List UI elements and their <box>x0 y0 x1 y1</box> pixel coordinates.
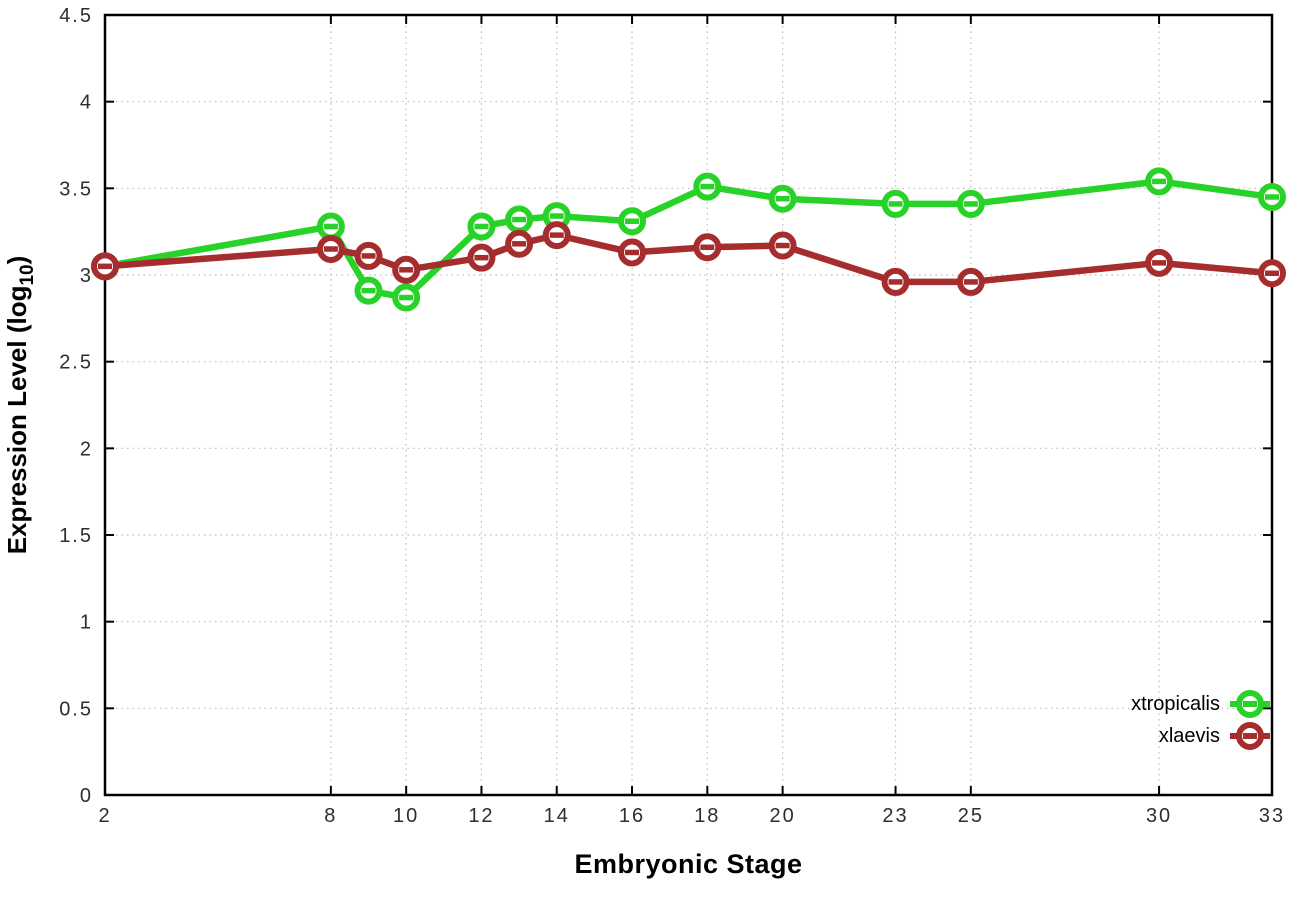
x-tick-label: 12 <box>468 805 494 827</box>
y-tick-label: 3.5 <box>59 178 93 200</box>
x-tick-label: 20 <box>769 805 795 827</box>
y-tick-label: 0.5 <box>59 698 93 720</box>
legend-circle-marker <box>1236 690 1264 718</box>
legend-line-marker-icon <box>1230 722 1270 750</box>
y-tick-label: 2 <box>80 438 93 460</box>
y-tick-label: 4.5 <box>59 5 93 27</box>
x-tick-label: 23 <box>882 805 908 827</box>
x-tick-label: 10 <box>393 805 419 827</box>
series-line-xtropicalis <box>101 178 1276 301</box>
legend-marker-bar <box>1243 701 1257 707</box>
x-tick-label: 8 <box>324 805 337 827</box>
y-tick-label: 0 <box>80 785 93 807</box>
x-tick-label: 16 <box>619 805 645 827</box>
y-tick-label: 1 <box>80 612 93 634</box>
y-tick-label: 4 <box>80 92 93 114</box>
y-tick-label: 1.5 <box>59 525 93 547</box>
legend-marker-bar <box>1243 733 1257 739</box>
legend-entry-xlaevis: xlaevis <box>1131 721 1270 751</box>
y-tick-label: 2.5 <box>59 352 93 374</box>
y-tick-label: 3 <box>80 265 93 287</box>
x-tick-label: 14 <box>544 805 570 827</box>
x-axis-title: Embryonic Stage <box>574 849 803 879</box>
x-tick-label: 30 <box>1146 805 1172 827</box>
x-tick-label: 2 <box>98 805 111 827</box>
x-tick-label: 33 <box>1259 805 1285 827</box>
x-tick-label: 18 <box>694 805 720 827</box>
legend-entry-xtropicalis: xtropicalis <box>1131 689 1270 719</box>
legend: xtropicalis xlaevis <box>1131 689 1270 751</box>
legend-label-xlaevis: xlaevis <box>1158 724 1220 747</box>
y-axis-title: Expression Level (log10) <box>2 256 38 555</box>
legend-label-xtropicalis: xtropicalis <box>1131 692 1220 715</box>
legend-line-marker-icon <box>1230 690 1270 718</box>
x-tick-label: 25 <box>958 805 984 827</box>
plot-frame <box>103 13 1274 797</box>
